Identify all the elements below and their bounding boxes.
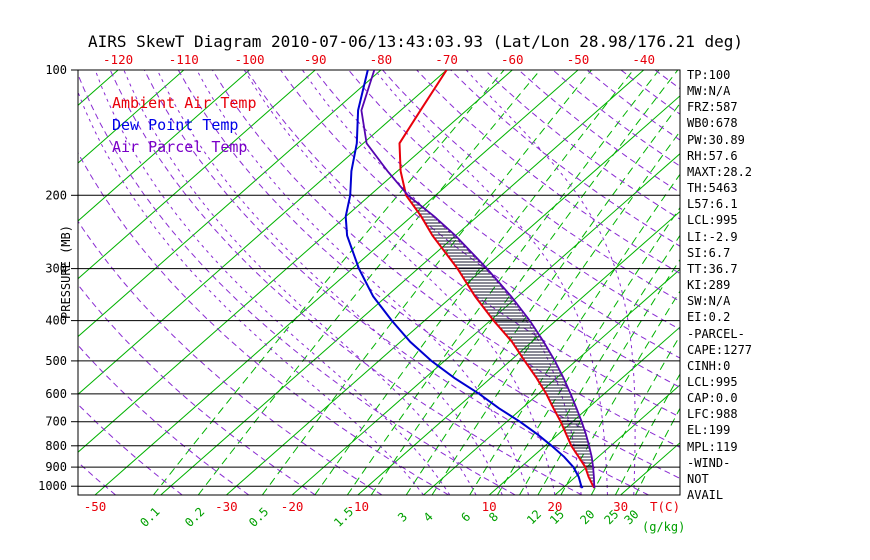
- pressure-tick-label: 300: [45, 262, 67, 276]
- stat-line: TH:5463: [687, 181, 738, 196]
- mixing-ratio-label: 0.5: [246, 505, 271, 530]
- stat-line: MPL:119: [687, 439, 738, 454]
- stat-line: NOT: [687, 471, 709, 486]
- mixing-unit-label: (g/kg): [642, 520, 685, 534]
- stat-line: EL:199: [687, 423, 731, 438]
- mixing-ratio-labels: 0.1 0.2 0.5 1.5 3 4 6 8 12 15 20 25 30: [137, 505, 641, 530]
- legend-ambient-air-temp: Ambient Air Temp: [112, 94, 257, 112]
- moist-adiabat-lines: [78, 70, 636, 495]
- stat-line: CAP:0.0: [687, 391, 738, 406]
- pressure-axis-label: PRESSURE (MB): [59, 225, 73, 319]
- bottom-temp-label: -30: [215, 499, 238, 514]
- mixing-ratio-label: 20: [577, 507, 597, 527]
- stat-line: FRZ:587: [687, 100, 738, 115]
- pressure-tick-label: 400: [45, 314, 67, 328]
- bottom-temp-label: 10: [482, 499, 497, 514]
- bottom-temp-label: -10: [347, 499, 370, 514]
- stat-line: EI:0.2: [687, 310, 731, 325]
- dry-adiabat-lines: [78, 70, 680, 495]
- mixing-ratio-lines: [153, 70, 680, 495]
- mixing-ratio-label: 6: [458, 510, 473, 525]
- pressure-tick-label: 500: [45, 354, 67, 368]
- pressure-tick-label: 100: [45, 63, 67, 77]
- stat-line: MW:N/A: [687, 84, 731, 99]
- stat-line: RH:57.6: [687, 148, 738, 163]
- parcel-temp-curve: [360, 70, 596, 489]
- top-temp-label: -90: [304, 52, 327, 67]
- bottom-temp-label: 20: [547, 499, 562, 514]
- top-temp-labels: -120 -110 -100 -90 -80 -70 -60 -50 -40: [103, 52, 655, 67]
- temp-unit-label: T(C): [650, 499, 680, 514]
- stat-line: -PARCEL-: [687, 326, 745, 341]
- stats-panel: TP:100 MW:N/A FRZ:587 WB0:678 PW:30.89 RH:57.…: [687, 67, 752, 503]
- ambient-temp-curve: [398, 70, 596, 489]
- stat-line: SI:6.7: [687, 245, 731, 260]
- stat-line: LCL:995: [687, 213, 738, 228]
- pressure-tick-label: 800: [45, 439, 67, 453]
- top-temp-label: -110: [169, 52, 199, 67]
- stat-line: TP:100: [687, 68, 731, 82]
- stat-line: LCL:995: [687, 374, 738, 389]
- cape-hatch: [406, 195, 595, 485]
- stat-line: L57:6.1: [687, 197, 738, 212]
- legend-air-parcel-temp: Air Parcel Temp: [112, 138, 248, 156]
- mixing-ratio-label: 3: [395, 510, 410, 525]
- mixing-ratio-label: 12: [524, 507, 544, 527]
- pressure-tick-label: 1000: [38, 479, 67, 493]
- top-temp-label: -50: [567, 52, 590, 67]
- stat-line: SW:N/A: [687, 294, 731, 309]
- stat-line: WB0:678: [687, 116, 738, 131]
- chart-title: AIRS SkewT Diagram 2010-07-06/13:43:03.9…: [88, 32, 744, 51]
- top-temp-label: -80: [370, 52, 393, 67]
- stat-line: LI:-2.9: [687, 229, 738, 244]
- top-temp-label: -60: [501, 52, 524, 67]
- legend: Ambient Air Temp Dew Point Temp Air Parc…: [112, 92, 257, 158]
- stat-line: TT:36.7: [687, 261, 738, 276]
- pressure-tick-label: 900: [45, 460, 67, 474]
- bottom-temp-label: 30: [613, 499, 628, 514]
- bottom-temp-labels: -50 -30 -20 -10 10 20 30: [84, 499, 628, 514]
- mixing-ratio-label: 4: [421, 510, 436, 525]
- stat-line: -WIND-: [687, 455, 731, 470]
- mixing-ratio-label: 0.2: [182, 505, 207, 530]
- stat-line: PW:30.89: [687, 132, 745, 147]
- dew-point-curve: [344, 70, 584, 489]
- stat-line: AVAIL: [687, 488, 724, 503]
- bottom-temp-label: -20: [281, 499, 304, 514]
- pressure-tick-labels: 100 200 300 400 500 600 700 800 900 1000: [38, 63, 67, 493]
- pressure-tick-label: 200: [45, 188, 67, 202]
- plot-frame: [77, 69, 681, 496]
- stat-line: MAXT:28.2: [687, 164, 753, 179]
- top-temp-label: -40: [632, 52, 655, 67]
- top-temp-label: -100: [234, 52, 264, 67]
- top-temp-label: -120: [103, 52, 133, 67]
- legend-dew-point-temp: Dew Point Temp: [112, 116, 239, 134]
- stat-line: LFC:988: [687, 407, 738, 422]
- pressure-tick-label: 700: [45, 415, 67, 429]
- bottom-temp-label: -50: [84, 499, 107, 514]
- mixing-ratio-label: 0.1: [137, 505, 162, 530]
- stat-line: CAPE:1277: [687, 342, 753, 357]
- stat-line: KI:289: [687, 278, 731, 293]
- top-temp-label: -70: [435, 52, 458, 67]
- stat-line: CINH:0: [687, 358, 731, 373]
- pressure-tick-label: 600: [45, 387, 67, 401]
